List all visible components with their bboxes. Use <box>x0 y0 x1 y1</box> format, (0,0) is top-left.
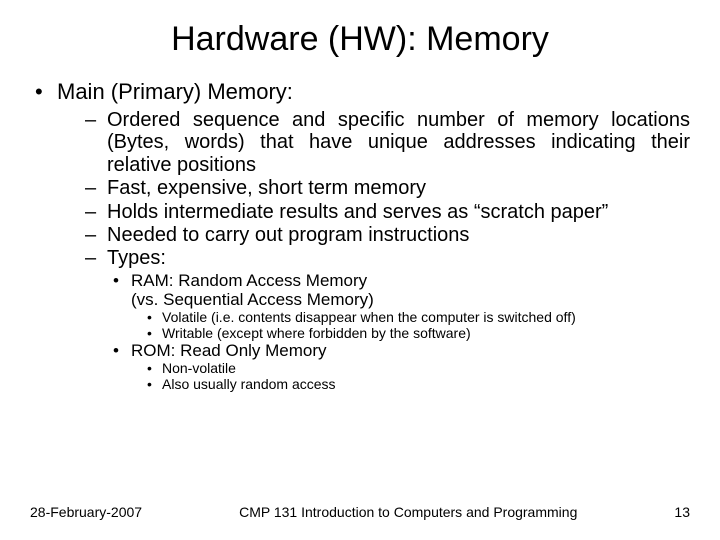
sub-item: – Types: <box>85 247 690 269</box>
detail-text: Volatile (i.e. contents disappear when t… <box>162 309 690 325</box>
footer-page-number: 13 <box>674 504 690 520</box>
dash-bullet: – <box>85 177 107 199</box>
ram-label: RAM: Random Access Memory <box>131 271 367 290</box>
ram-details-container: • Volatile (i.e. contents disappear when… <box>147 309 690 341</box>
dash-bullet: – <box>85 247 107 269</box>
detail-text: Also usually random access <box>162 376 690 392</box>
bullet-dot: • <box>147 325 162 341</box>
dash-bullet: – <box>85 201 107 223</box>
detail-text: Non-volatile <box>162 360 690 376</box>
footer-course: CMP 131 Introduction to Computers and Pr… <box>142 504 674 520</box>
bullet-dot: • <box>35 79 57 105</box>
sub-item-text: Types: <box>107 247 690 269</box>
sub-item: – Ordered sequence and specific number o… <box>85 109 690 176</box>
sub-item: – Holds intermediate results and serves … <box>85 201 690 223</box>
bullet-dot: • <box>113 271 131 309</box>
slide-footer: 28-February-2007 CMP 131 Introduction to… <box>30 504 690 520</box>
bullet-dot: • <box>147 360 162 376</box>
bullet-dot: • <box>147 309 162 325</box>
sub-item-text: Holds intermediate results and serves as… <box>107 201 690 223</box>
footer-date: 28-February-2007 <box>30 504 142 520</box>
sub-items-container: – Ordered sequence and specific number o… <box>85 109 690 392</box>
sub-item-text: Ordered sequence and specific number of … <box>107 109 690 176</box>
dash-bullet: – <box>85 109 107 176</box>
main-memory-heading: •Main (Primary) Memory: <box>35 79 690 105</box>
detail-item: • Also usually random access <box>147 376 690 392</box>
bullet-dot: • <box>113 341 131 360</box>
sub-item-text: Needed to carry out program instructions <box>107 224 690 246</box>
main-memory-label: Main (Primary) Memory: <box>57 79 293 104</box>
sub-item: – Fast, expensive, short term memory <box>85 177 690 199</box>
detail-item: • Non-volatile <box>147 360 690 376</box>
type-item-rom: • ROM: Read Only Memory <box>113 341 690 360</box>
type-item-text: RAM: Random Access Memory(vs. Sequential… <box>131 271 690 309</box>
type-item-text: ROM: Read Only Memory <box>131 341 690 360</box>
types-container: • RAM: Random Access Memory(vs. Sequenti… <box>113 271 690 392</box>
sub-item-text: Fast, expensive, short term memory <box>107 177 690 199</box>
sub-item: – Needed to carry out program instructio… <box>85 224 690 246</box>
slide-title: Hardware (HW): Memory <box>30 20 690 59</box>
detail-text: Writable (except where forbidden by the … <box>162 325 690 341</box>
type-item-ram: • RAM: Random Access Memory(vs. Sequenti… <box>113 271 690 309</box>
dash-bullet: – <box>85 224 107 246</box>
ram-extra: (vs. Sequential Access Memory) <box>131 290 374 309</box>
detail-item: • Writable (except where forbidden by th… <box>147 325 690 341</box>
bullet-dot: • <box>147 376 162 392</box>
rom-details-container: • Non-volatile • Also usually random acc… <box>147 360 690 392</box>
detail-item: • Volatile (i.e. contents disappear when… <box>147 309 690 325</box>
